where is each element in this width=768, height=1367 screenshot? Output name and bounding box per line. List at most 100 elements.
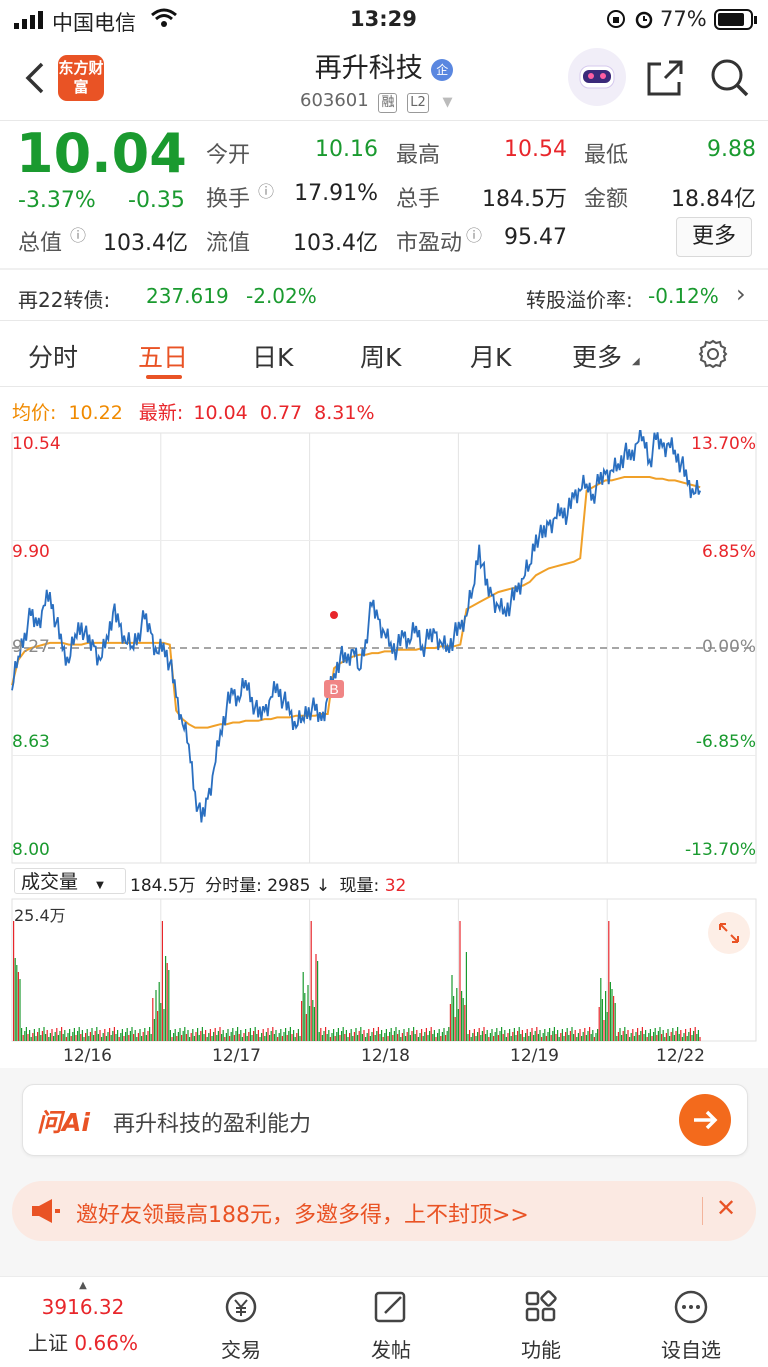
- volume-bar: [262, 1029, 264, 1041]
- volume-bar: [486, 1030, 488, 1041]
- back-chevron-icon[interactable]: [22, 60, 48, 100]
- index-quote[interactable]: ▲ 3916.32 上证 0.66%: [18, 1277, 148, 1356]
- convertible-bond-row[interactable]: 再22转债: 237.619 -2.02% 转股溢价率: -0.12% ›: [0, 270, 768, 320]
- info-icon[interactable]: ⓘ: [466, 226, 483, 245]
- search-icon[interactable]: [710, 58, 750, 102]
- tab-intraday[interactable]: 分时: [28, 343, 79, 372]
- volume-bar: [625, 1034, 627, 1041]
- tab-daily-k[interactable]: 日K: [252, 343, 294, 372]
- rotation-lock-icon: [606, 9, 626, 34]
- volume-bar: [101, 1037, 103, 1041]
- tab-weekly-k[interactable]: 周K: [360, 343, 402, 372]
- volume-bar: [102, 1033, 104, 1041]
- volume-bar: [30, 1037, 32, 1041]
- volume-bar: [425, 1028, 427, 1041]
- volume-bar: [99, 1030, 101, 1041]
- active-tab-underline: [146, 375, 182, 379]
- volume-bar: [366, 1033, 368, 1041]
- volume-bar: [446, 1031, 448, 1041]
- volume-bar: [595, 1033, 597, 1041]
- volume-bar: [43, 1027, 45, 1041]
- y-tick-right: -13.70%: [685, 840, 756, 860]
- volume-bar: [171, 1037, 173, 1041]
- latest-percent: 8.31%: [314, 402, 375, 424]
- volume-bar: [357, 1035, 359, 1041]
- volume-bar: [291, 1034, 293, 1041]
- now-volume-label: 现量:: [339, 876, 380, 896]
- stock-code-row[interactable]: 603601 融 L2 ▼: [300, 90, 452, 113]
- tab-monthly-k[interactable]: 月K: [470, 343, 512, 372]
- volume-bar: [149, 1027, 151, 1041]
- volume-bar: [590, 1034, 592, 1041]
- expand-icon[interactable]: [708, 912, 750, 954]
- promo-banner[interactable]: 邀好友领最高188元，多邀多得，上不封顶>> ✕: [12, 1181, 756, 1241]
- more-quote-button[interactable]: 更多: [676, 217, 752, 257]
- promo-text: 邀好友领最高188元，多邀多得，上不封顶>>: [76, 1203, 529, 1228]
- volume-bar: [621, 1035, 623, 1041]
- volume-bar: [369, 1036, 371, 1041]
- volume-bar: [622, 1031, 624, 1041]
- volume-bar: [355, 1028, 357, 1041]
- volume-bar: [504, 1030, 506, 1041]
- divider: [0, 268, 768, 270]
- close-icon[interactable]: ✕: [716, 1194, 737, 1222]
- volume-bar: [37, 1032, 39, 1041]
- nav-trade[interactable]: 交易: [176, 1277, 306, 1363]
- volume-selector[interactable]: 成交量 ▼: [14, 868, 126, 894]
- volume-bar: [408, 1028, 410, 1041]
- info-icon[interactable]: ⓘ: [258, 182, 275, 201]
- index-change: 0.66%: [74, 1331, 138, 1355]
- robot-assistant-icon[interactable]: [568, 48, 626, 106]
- trade-point-marker: [330, 611, 338, 619]
- volume-bar: [137, 1033, 139, 1041]
- volume-bar: [427, 1035, 429, 1041]
- volume-bar: [277, 1037, 279, 1041]
- volume-bar: [155, 990, 157, 1041]
- volume-bar: [561, 1029, 563, 1041]
- arrow-right-icon[interactable]: [679, 1094, 731, 1146]
- volume-bar: [278, 1033, 280, 1041]
- nav-post[interactable]: 发帖: [326, 1277, 456, 1363]
- volume-bar: [656, 1035, 658, 1041]
- volume-bar: [638, 1035, 640, 1041]
- index-name: 上证: [28, 1331, 69, 1355]
- info-icon[interactable]: ⓘ: [70, 226, 87, 245]
- volume-bar: [109, 1028, 111, 1041]
- megaphone-icon: [30, 1197, 62, 1229]
- nav-add-watchlist[interactable]: 设自选: [626, 1277, 756, 1363]
- volume-bar: [512, 1032, 514, 1041]
- volume-bar: [230, 1032, 232, 1041]
- volume-bar: [611, 989, 613, 1041]
- volume-bar: [414, 1034, 416, 1041]
- volume-bar: [568, 1035, 570, 1041]
- share-icon[interactable]: [645, 58, 685, 102]
- volume-bar: [53, 1036, 55, 1041]
- price-chart[interactable]: B: [0, 430, 768, 866]
- volume-bar: [473, 1029, 475, 1041]
- tab-more[interactable]: 更多: [572, 343, 623, 372]
- volume-chart[interactable]: [0, 898, 768, 1070]
- y-tick-left: 8.00: [12, 840, 50, 860]
- volume-bar: [224, 1037, 226, 1041]
- change-amount: -0.35: [128, 188, 185, 213]
- y-tick-left: 9.27: [12, 637, 50, 657]
- volume-bar: [254, 1027, 256, 1041]
- tab-five-day[interactable]: 五日: [138, 343, 189, 372]
- volume-bar: [305, 1014, 307, 1041]
- volume-bar: [488, 1037, 490, 1041]
- settings-gear-icon[interactable]: [697, 338, 729, 376]
- nav-functions[interactable]: 功能: [476, 1277, 606, 1363]
- volume-bar: [664, 1037, 666, 1041]
- volume-bar: [417, 1037, 419, 1041]
- volume-bar: [211, 1036, 213, 1041]
- volume-bar: [397, 1034, 399, 1041]
- buy-marker[interactable]: [324, 680, 344, 698]
- volume-bar: [243, 1033, 245, 1041]
- volume-bar: [237, 1027, 239, 1041]
- pe-label: 市盈动: [396, 231, 463, 256]
- latest-value: 10.04: [193, 402, 248, 424]
- premium-value: -0.12%: [648, 284, 719, 308]
- volume-bar: [400, 1037, 402, 1041]
- ask-ai-bar[interactable]: 问Ai 再升科技的盈利能力: [22, 1084, 748, 1156]
- volume-bar: [518, 1027, 520, 1041]
